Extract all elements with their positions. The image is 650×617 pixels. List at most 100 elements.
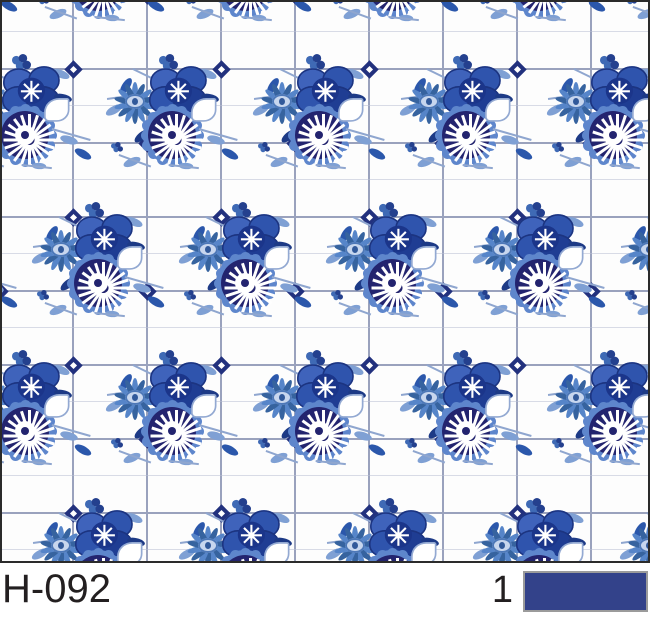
floral-motif-cluster xyxy=(470,202,620,352)
aster-flower xyxy=(109,376,161,422)
flower-bud xyxy=(11,54,33,75)
floral-motif-cluster xyxy=(2,202,32,352)
floral-motif-cluster xyxy=(323,2,473,56)
grid-line-horizontal xyxy=(2,216,648,218)
flower-bud xyxy=(257,142,271,155)
aster-flower xyxy=(476,228,528,274)
flower-bud xyxy=(158,350,180,371)
leaf xyxy=(513,145,534,163)
aster-flower xyxy=(623,524,648,561)
bird-flourish xyxy=(264,246,290,270)
flower-bud xyxy=(625,2,638,7)
dahlia-flower xyxy=(363,548,421,561)
leaf xyxy=(587,2,607,15)
bird-flourish xyxy=(190,394,216,418)
rose-flower xyxy=(148,360,208,413)
dahlia-flower xyxy=(510,548,568,561)
leaf xyxy=(219,441,240,459)
stem xyxy=(2,276,17,289)
floral-motif-cluster xyxy=(176,498,326,561)
floral-motif-cluster xyxy=(250,54,400,204)
flower-bud xyxy=(526,498,547,519)
leaf xyxy=(366,441,387,459)
grid-line-horizontal xyxy=(2,364,648,366)
pattern-canvas xyxy=(2,2,648,561)
flower-bud xyxy=(331,2,344,7)
flower-bud xyxy=(232,202,253,223)
flower-bud xyxy=(184,290,197,303)
dahlia-flower xyxy=(508,252,571,315)
floral-motif-cluster xyxy=(176,2,326,56)
leaf xyxy=(146,293,166,311)
bird-flourish xyxy=(411,246,437,270)
flower-bud xyxy=(305,350,327,371)
floral-motif-cluster xyxy=(2,2,32,56)
flower-bud xyxy=(85,498,106,519)
flower-bud xyxy=(452,350,474,371)
aster-flower xyxy=(623,228,648,274)
floral-motif-cluster xyxy=(103,350,253,500)
bird-flourish xyxy=(558,542,584,561)
aster-flower xyxy=(329,524,381,561)
leaf xyxy=(587,293,607,311)
flower-bud xyxy=(305,54,327,75)
floral-motif-cluster xyxy=(250,350,400,500)
grid-line-horizontal-light xyxy=(2,253,648,254)
grid-line-horizontal xyxy=(2,68,648,70)
bird-flourish xyxy=(337,394,363,418)
floral-motif-cluster xyxy=(617,498,648,561)
flower-bud xyxy=(599,350,621,371)
bird-flourish xyxy=(631,394,648,418)
floral-motif-cluster xyxy=(29,2,179,56)
bird-flourish xyxy=(43,98,69,122)
aster-flower xyxy=(550,80,602,126)
aster-flower xyxy=(256,80,308,126)
floral-motif-cluster xyxy=(2,498,32,561)
dahlia-flower xyxy=(287,104,351,167)
grid-line-horizontal xyxy=(2,512,648,514)
leaf xyxy=(146,2,166,15)
leaf xyxy=(513,441,534,459)
aster-flower xyxy=(403,376,455,422)
bird-flourish xyxy=(117,246,143,270)
flower-bud xyxy=(110,438,124,451)
leaf xyxy=(293,293,313,311)
floral-motif-cluster xyxy=(544,54,648,204)
flower-bud xyxy=(478,290,491,303)
floral-motif-cluster xyxy=(323,498,473,561)
bird-flourish xyxy=(337,98,363,122)
flower-bud xyxy=(599,54,621,75)
bird-flourish xyxy=(484,394,510,418)
leaf xyxy=(72,441,93,459)
rose-flower xyxy=(222,508,281,561)
bird-flourish xyxy=(631,98,648,122)
floral-motif-cluster xyxy=(2,350,106,500)
bird-flourish xyxy=(558,246,584,270)
floral-motif-cluster xyxy=(2,54,106,204)
dahlia-flower xyxy=(287,400,351,463)
flower-bud xyxy=(257,438,271,451)
grid-line-horizontal xyxy=(2,290,648,292)
leaf xyxy=(646,132,648,148)
flower-bud xyxy=(85,202,106,223)
aster-flower xyxy=(256,376,308,422)
floral-motif-cluster xyxy=(323,202,473,352)
dahlia-flower xyxy=(68,2,129,19)
aster-flower xyxy=(403,80,455,126)
bird-flourish xyxy=(43,394,69,418)
floral-motif-cluster xyxy=(470,2,620,56)
rose-flower xyxy=(442,360,502,413)
dahlia-flower xyxy=(215,2,276,19)
dahlia-flower xyxy=(362,2,423,19)
leaf xyxy=(440,293,460,311)
flower-bud xyxy=(184,2,197,7)
floral-motif-cluster xyxy=(29,498,179,561)
flower-bud xyxy=(37,2,50,7)
grid-line-horizontal-light xyxy=(2,327,648,328)
flower-bud xyxy=(379,498,400,519)
dahlia-flower xyxy=(216,548,274,561)
aster-flower xyxy=(182,524,234,561)
pattern-swatch-image xyxy=(0,0,650,563)
leaf xyxy=(72,145,93,163)
